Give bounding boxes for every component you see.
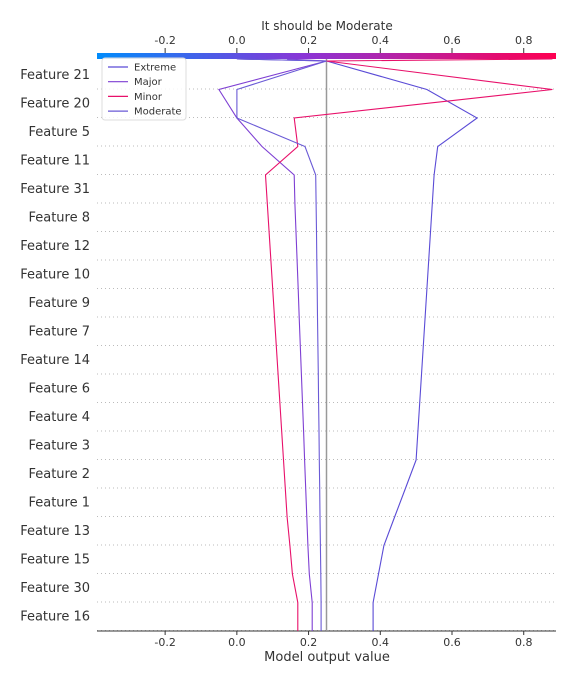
x-tick-label-top: 0.8 <box>515 34 533 47</box>
series-line-major <box>218 58 327 631</box>
feature-label: Feature 9 <box>28 296 90 311</box>
colorbar <box>97 53 556 59</box>
x-tick-label-top: -0.2 <box>154 34 175 47</box>
x-tick-label-bottom: 0.2 <box>300 636 318 649</box>
feature-label: Feature 10 <box>20 268 90 283</box>
feature-label: Feature 20 <box>20 97 90 112</box>
feature-label: Feature 31 <box>20 182 90 197</box>
legend-label: Extreme <box>134 63 176 74</box>
feature-label: Feature 21 <box>20 68 90 83</box>
series-line-minor <box>264 58 553 631</box>
x-tick-label-top: 0.6 <box>443 34 461 47</box>
x-tick-label-top: 0.0 <box>228 34 246 47</box>
series-line-moderate <box>236 58 327 631</box>
x-tick-label-bottom: 0.8 <box>515 636 533 649</box>
feature-label: Feature 14 <box>20 353 90 368</box>
feature-label: Feature 1 <box>28 496 90 511</box>
feature-label: Feature 13 <box>20 524 90 539</box>
feature-label: Feature 12 <box>20 239 90 254</box>
x-tick-label-bottom: -0.2 <box>154 636 175 649</box>
x-tick-label-bottom: 0.4 <box>372 636 390 649</box>
x-tick-label-bottom: 0.0 <box>228 636 246 649</box>
feature-label: Feature 3 <box>28 439 90 454</box>
legend-label: Minor <box>134 92 163 103</box>
feature-label: Feature 6 <box>28 382 90 397</box>
x-tick-label-top: 0.4 <box>372 34 390 47</box>
chart-title: It should be Moderate <box>261 19 393 33</box>
feature-label: Feature 4 <box>28 410 90 425</box>
feature-label: Feature 15 <box>20 553 90 568</box>
x-axis-label: Model output value <box>264 650 390 665</box>
feature-label: Feature 8 <box>28 211 90 226</box>
legend-box <box>101 57 187 121</box>
feature-label: Feature 2 <box>28 467 90 482</box>
feature-label: Feature 30 <box>20 581 90 596</box>
feature-label: Feature 16 <box>20 610 90 625</box>
x-tick-label-top: 0.2 <box>300 34 318 47</box>
feature-label: Feature 11 <box>20 154 90 169</box>
series-line-extreme <box>236 58 479 631</box>
legend-label: Moderate <box>134 107 182 118</box>
legend-label: Major <box>134 77 163 88</box>
x-tick-label-bottom: 0.6 <box>443 636 461 649</box>
feature-label: Feature 5 <box>28 125 90 140</box>
feature-label: Feature 7 <box>28 325 90 340</box>
